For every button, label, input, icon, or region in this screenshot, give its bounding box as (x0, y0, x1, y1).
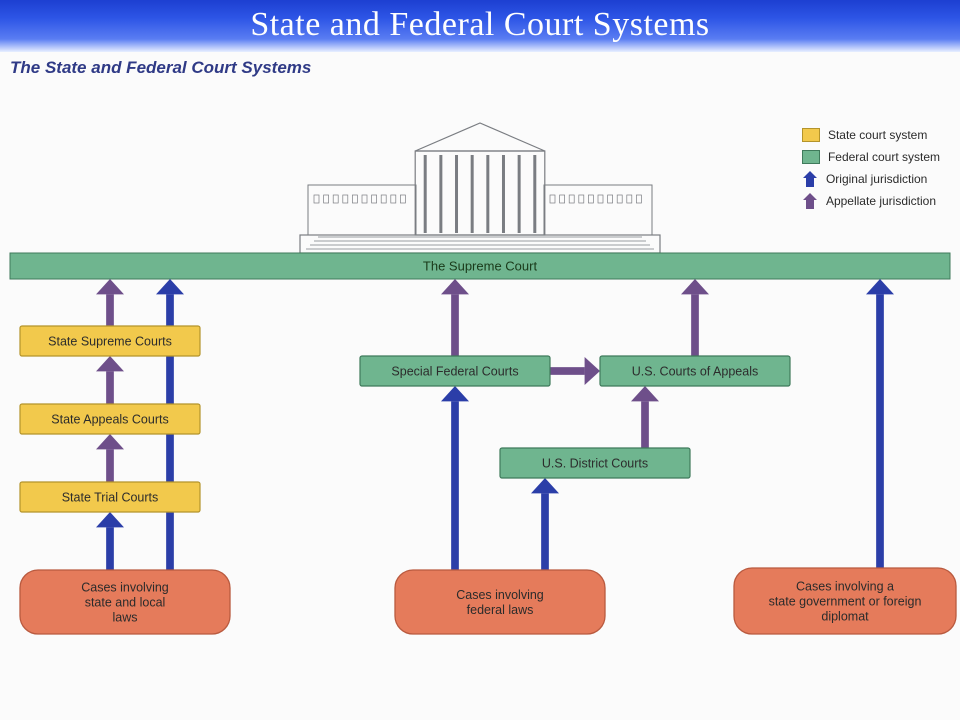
appellate-arrow (96, 434, 124, 482)
appellate-arrow (441, 279, 469, 356)
case-state-label-line: laws (112, 610, 137, 624)
original-arrow (96, 512, 124, 570)
original-arrow (531, 478, 559, 570)
us-district-label: U.S. District Courts (542, 456, 648, 470)
case-diplomat-label-line: diplomat (821, 609, 869, 623)
case-diplomat-label-line: Cases involving a (796, 579, 894, 593)
supreme-court-label: The Supreme Court (423, 258, 538, 273)
appellate-arrow (96, 356, 124, 404)
state-appeals-label: State Appeals Courts (51, 412, 168, 426)
original-arrow (866, 279, 894, 568)
state-trial-label: State Trial Courts (62, 490, 159, 504)
appellate-arrow (96, 279, 124, 326)
appellate-arrow (681, 279, 709, 356)
state-supreme-label: State Supreme Courts (48, 334, 172, 348)
original-arrow (441, 386, 469, 570)
case-federal-label-line: Cases involving (456, 588, 544, 602)
case-federal-label-line: federal laws (467, 603, 534, 617)
case-state-label-line: state and local (85, 595, 166, 609)
us-appeals-label: U.S. Courts of Appeals (632, 364, 758, 378)
page-subtitle: The State and Federal Court Systems (10, 58, 311, 78)
special-federal-label: Special Federal Courts (391, 364, 518, 378)
appellate-arrow (631, 386, 659, 448)
supreme-court-building-icon (300, 123, 660, 253)
case-diplomat-label-line: state government or foreign (769, 594, 922, 608)
diagram: The Supreme Court State Supreme Courts Sta… (0, 78, 960, 720)
case-state-label-line: Cases involving (81, 580, 169, 594)
appellate-arrow (550, 357, 600, 385)
page-title: State and Federal Court Systems (0, 6, 960, 44)
